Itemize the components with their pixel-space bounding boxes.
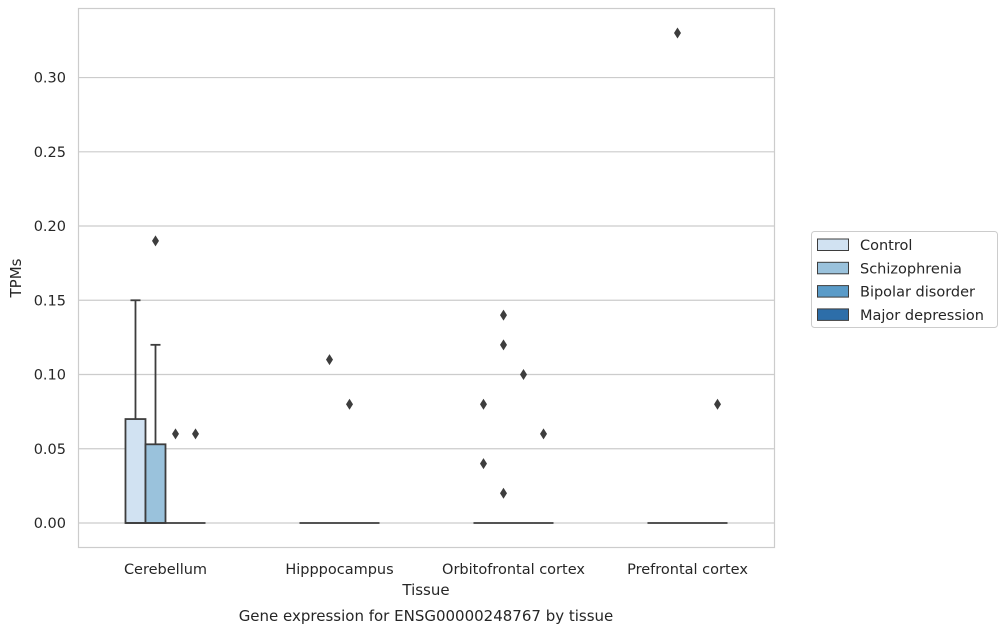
outlier-point [192,428,200,440]
y-tick-label: 0.30 [34,71,66,87]
box-group [513,369,534,524]
y-tick-label: 0.15 [34,293,66,309]
box-group [533,428,554,524]
box-group [667,27,688,524]
y-tick-label: 0.25 [34,145,66,161]
legend-label: Bipolar disorder [860,285,975,301]
box-group [319,354,340,524]
outlier-point [520,369,528,381]
legend-frame [811,231,998,328]
box-body [144,443,167,524]
legend-label: Major depression [860,308,984,324]
y-tick-label: 0.20 [34,219,66,235]
outlier-point [479,398,487,410]
legend-swatch [817,238,849,251]
legend-swatch [817,285,849,298]
outlier-point [499,487,507,499]
legend: Control Schizophrenia Bipolar disorder Majo… [811,231,998,328]
legend-label: Schizophrenia [860,261,962,277]
plot-marks [124,27,728,524]
outlier-point [714,398,722,410]
outlier-point [151,235,159,247]
plot-frame [77,7,776,549]
outlier-point [499,309,507,321]
outlier-point [499,339,507,351]
y-tick-label: 0.00 [34,516,66,532]
x-tick-labels: Cerebellum Hipppocampus Orbitofrontal cort… [124,562,748,578]
x-tick-label: Prefrontal cortex [627,562,748,578]
box-group [185,428,206,524]
outlier-point [325,354,333,366]
box-group [339,398,360,524]
chart-title: Gene expression for ENSG00000248767 by t… [239,607,614,625]
y-tick-labels: 0.00 0.05 0.10 0.15 0.20 0.25 0.30 [34,71,66,532]
box-body [124,418,147,524]
gridlines [78,76,775,524]
legend-swatch [817,308,849,321]
box-group [165,428,186,524]
box-group [493,309,514,524]
box-group [473,398,494,524]
x-tick-label: Cerebellum [124,562,207,578]
y-tick-label: 0.05 [34,442,66,458]
box-group [124,299,147,524]
outlier-point [346,398,354,410]
box-group [707,398,728,524]
outlier-point [479,458,487,470]
legend-label: Control [860,238,912,254]
box-group [144,235,167,524]
legend-swatch [817,261,849,275]
outlier-point [172,428,180,440]
y-tick-label: 0.10 [34,368,66,384]
outlier-point [540,428,548,440]
x-axis-label: Tissue [401,581,449,599]
y-axis-label: TPMs [7,258,25,298]
outlier-point [673,27,681,39]
x-tick-label: Hipppocampus [285,562,393,578]
x-tick-label: Orbitofrontal cortex [442,562,585,578]
